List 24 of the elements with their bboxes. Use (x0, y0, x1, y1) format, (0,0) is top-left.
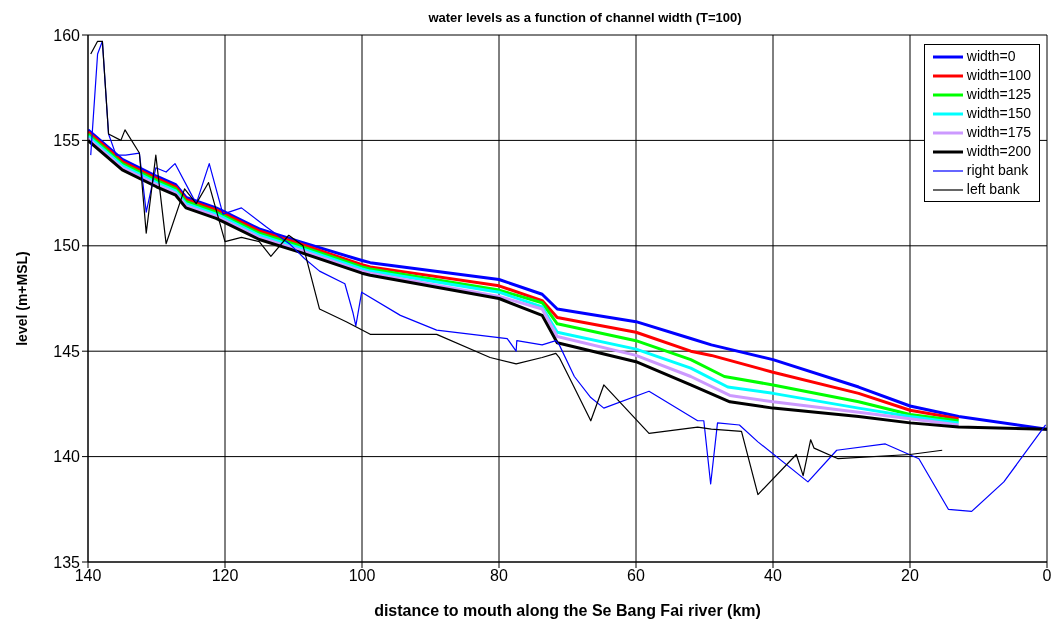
x-tick-label: 20 (901, 567, 919, 585)
legend-label: width=150 (966, 104, 1031, 123)
legend-label: width=100 (966, 66, 1031, 85)
y-axis-title: level (m+MSL) (13, 251, 30, 346)
y-tick-label: 150 (53, 237, 81, 255)
y-tick-label: 160 (53, 26, 81, 44)
x-tick-label: 80 (490, 567, 508, 585)
legend-label: width=0 (966, 47, 1016, 66)
legend-label: width=175 (966, 123, 1031, 142)
legend-label: width=125 (966, 85, 1031, 104)
y-tick-label: 155 (53, 132, 81, 150)
x-tick-label: 120 (211, 567, 239, 585)
legend-label: left bank (966, 180, 1020, 199)
x-tick-label: 0 (1042, 567, 1052, 585)
chart-title: water levels as a function of channel width (T=100) (427, 10, 743, 25)
x-tick-label: 40 (764, 567, 782, 585)
legend-label: width=200 (966, 142, 1031, 161)
legend-label: right bank (966, 161, 1029, 180)
x-tick-label: 60 (627, 567, 645, 585)
x-tick-label: 140 (74, 567, 102, 585)
x-axis-title: distance to mouth along the Se Bang Fai river (km) (374, 602, 761, 619)
y-tick-label: 140 (53, 448, 81, 466)
y-tick-label: 145 (53, 342, 81, 360)
x-tick-label: 100 (348, 567, 376, 585)
